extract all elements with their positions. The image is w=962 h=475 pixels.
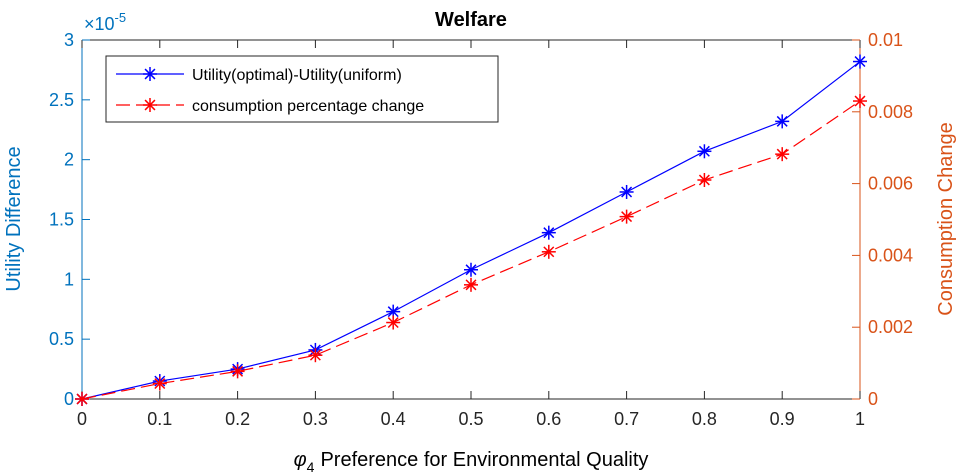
legend-label: consumption percentage change: [192, 98, 424, 115]
y-right-tick-label: 0.01: [868, 30, 903, 50]
y-axis-exponent-label: ×10-5: [84, 10, 126, 34]
series-1-point: [775, 114, 790, 129]
chart-title: Welfare: [435, 9, 507, 31]
y-axis-right-label: Consumption Change: [935, 122, 957, 315]
y-axis-left-label: Utility Difference: [3, 146, 25, 291]
y-right-tick-label: 0.002: [868, 317, 913, 337]
y-left-tick-label: 1: [64, 269, 74, 289]
y-left-tick-label: 0.5: [49, 329, 74, 349]
series-2-point: [308, 348, 323, 363]
y-left-tick-label: 0: [64, 389, 74, 409]
x-axis-label: φ4 Preference for Environmental Quality: [294, 449, 649, 475]
x-tick-label: 0.2: [225, 409, 250, 429]
series-2-point: [853, 94, 867, 109]
legend-box: [105, 55, 499, 123]
x-tick-label: 0.9: [770, 409, 795, 429]
y-left-tick-label: 1.5: [49, 210, 74, 230]
legend-marker: [143, 67, 157, 81]
x-tick-label: 0.6: [536, 409, 561, 429]
series-1-point: [541, 225, 556, 240]
data-series: [75, 54, 867, 406]
legend-label: Utility(optimal)-Utility(uniform): [192, 67, 402, 84]
x-axis-symbol: φ: [294, 449, 307, 471]
series-1-point: [697, 144, 712, 159]
x-tick-label: 0.5: [458, 409, 483, 429]
series-2-point: [464, 277, 478, 292]
x-axis-title: Preference for Environmental Quality: [320, 449, 648, 471]
exponent-base: ×10: [84, 14, 115, 34]
svg-text:×10-5: ×10-5: [84, 10, 126, 34]
y-left-tick-label: 2.5: [49, 90, 74, 110]
series-2-point: [541, 244, 556, 259]
x-tick-label: 0.4: [381, 409, 406, 429]
series-1-point: [386, 304, 401, 319]
series-2-point: [152, 376, 167, 391]
y-left-tick-label: 3: [64, 30, 74, 50]
axis-ticks: 0 0.1 0.2 0.3 0.4 0.5 0.6 0.7 0.8 0.9 100.511.522.…: [49, 30, 913, 429]
series-2-point: [697, 173, 712, 188]
series-2-point: [775, 147, 790, 162]
y-left-tick-label: 2: [64, 150, 74, 170]
y-right-tick-label: 0.004: [868, 245, 913, 265]
x-tick-label: 0.3: [303, 409, 328, 429]
series-2-point: [230, 364, 245, 379]
legend-marker: [143, 98, 157, 112]
legend: Utility(optimal)-Utility(uniform) consump…: [105, 55, 499, 123]
x-tick-label: 0.1: [147, 409, 172, 429]
y-right-tick-label: 0: [868, 389, 878, 409]
series-1-point: [853, 54, 867, 69]
x-tick-label: 0.8: [692, 409, 717, 429]
series-1-point: [619, 184, 634, 199]
series-2-point: [386, 315, 401, 330]
exponent-power: -5: [115, 10, 127, 25]
y-right-tick-label: 0.008: [868, 102, 913, 122]
y-right-tick-label: 0.006: [868, 174, 913, 194]
series-2-point: [75, 392, 89, 406]
legend-item-1: Utility(optimal)-Utility(uniform): [116, 67, 402, 84]
x-axis-subscript: 4: [307, 459, 315, 475]
x-tick-label: 0.7: [614, 409, 639, 429]
x-tick-label: 0: [77, 409, 87, 429]
legend-item-2: consumption percentage change: [116, 98, 424, 115]
series-1-point: [464, 262, 478, 277]
x-tick-label: 1: [855, 409, 865, 429]
series-2-point: [619, 209, 634, 224]
